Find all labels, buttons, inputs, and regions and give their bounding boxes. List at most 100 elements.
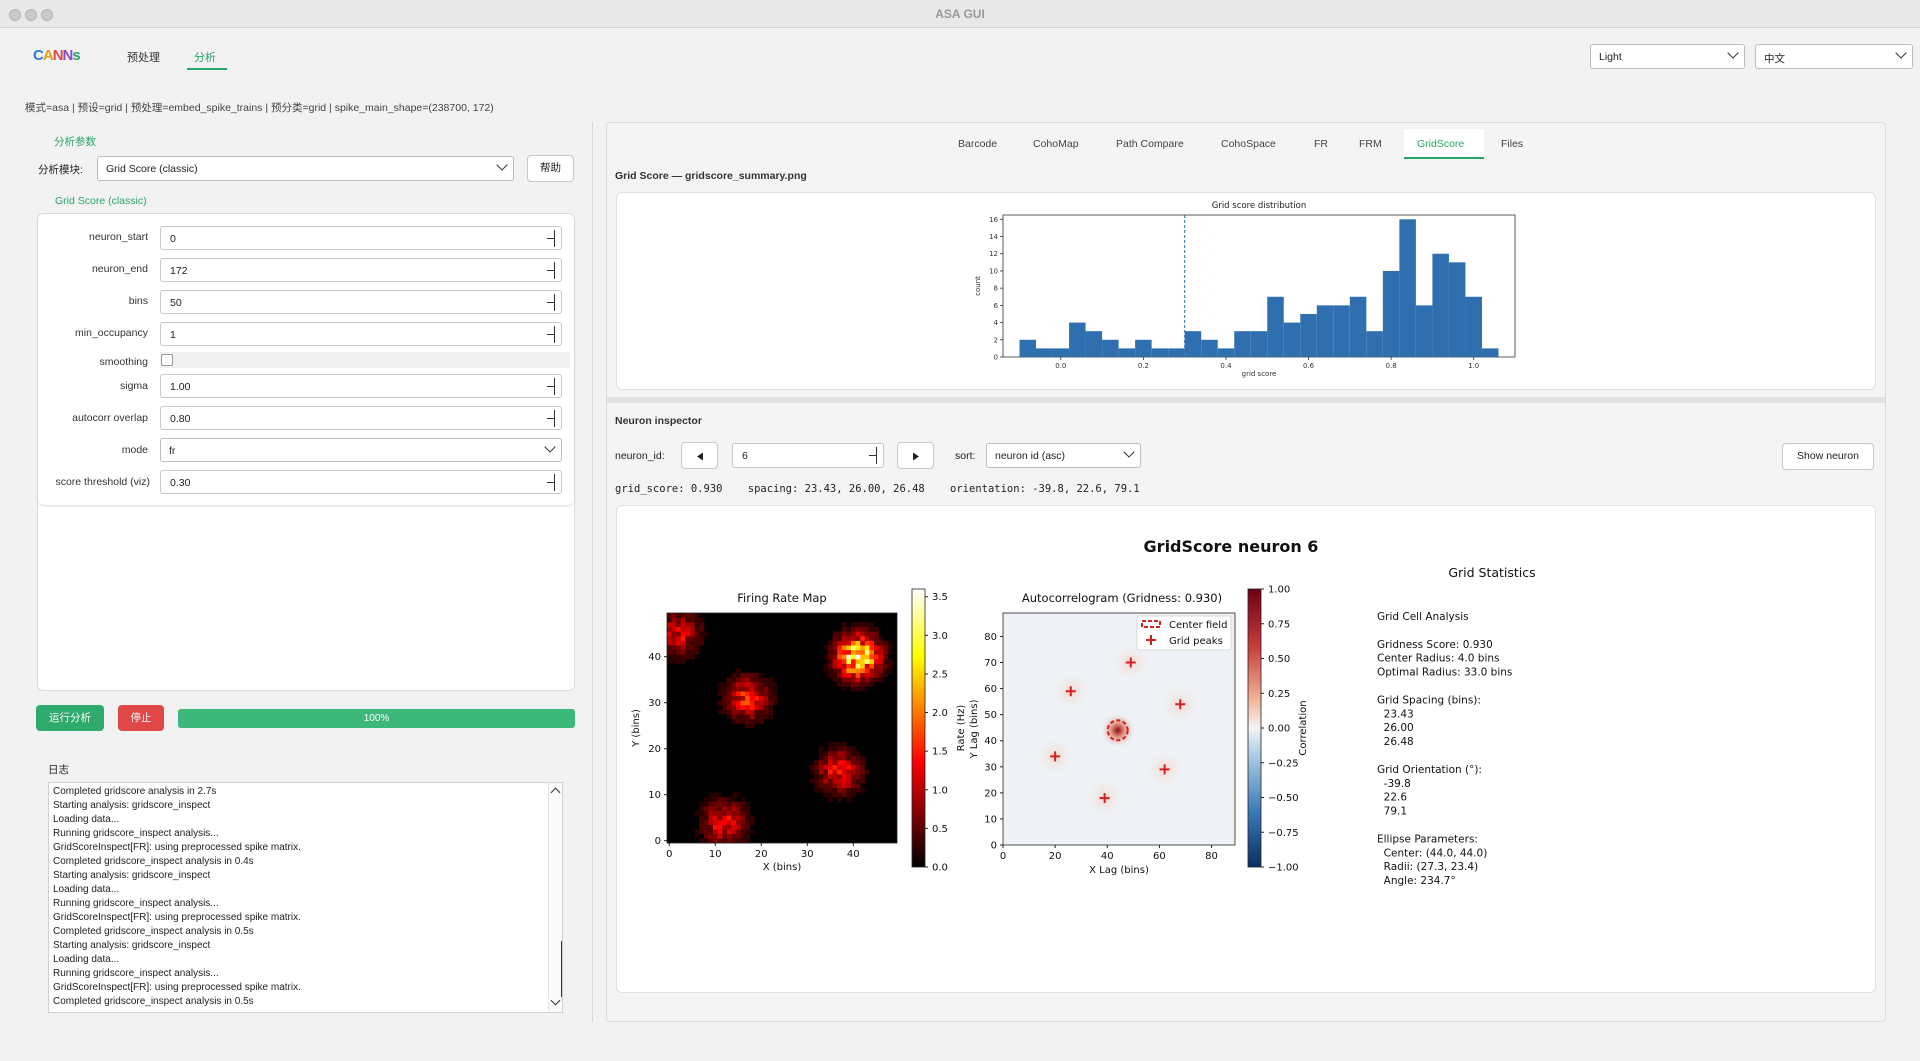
ratemap-cell xyxy=(740,815,746,821)
ratemap-cell xyxy=(713,824,718,830)
ratemap-cell xyxy=(694,636,700,641)
sigma-input[interactable]: 1.00 xyxy=(160,374,562,398)
tab-files[interactable]: Files xyxy=(1501,138,1524,150)
cbar-tick-label: 2.5 xyxy=(932,669,948,680)
language-select[interactable]: 中文 xyxy=(1755,44,1913,69)
ratemap-cell xyxy=(680,617,686,623)
ratemap-cell xyxy=(726,801,732,807)
ratemap-cell xyxy=(869,672,875,678)
tab-gridscore[interactable]: GridScore xyxy=(1417,138,1465,150)
prev-neuron-button[interactable] xyxy=(681,442,718,469)
ratemap-cell xyxy=(823,760,829,766)
ratemap-cell xyxy=(855,764,861,770)
log-line: GridScoreInspect[FR]: using preprocessed… xyxy=(53,842,301,853)
spin-arrows-icon[interactable] xyxy=(547,326,555,343)
ratemap-cell xyxy=(740,672,746,678)
nav-tab-preprocess[interactable]: 预处理 xyxy=(127,52,160,64)
ratemap-cell xyxy=(731,718,737,724)
theme-select[interactable]: Light xyxy=(1590,44,1745,69)
neuron-start-input[interactable]: 0 xyxy=(160,226,562,250)
show-neuron-button[interactable]: Show neuron xyxy=(1782,443,1874,470)
log-scrollbar[interactable] xyxy=(548,783,563,1012)
x-tick-label: 0 xyxy=(1000,851,1006,862)
ratemap-cell xyxy=(841,769,847,775)
ratemap-cell xyxy=(837,654,843,660)
bins-value: 50 xyxy=(170,297,182,309)
scroll-up-icon[interactable] xyxy=(550,787,561,798)
ratemap-cell xyxy=(671,622,677,628)
ratemap-cell xyxy=(763,695,769,701)
ratemap-cell xyxy=(855,626,861,632)
tab-barcode[interactable]: Barcode xyxy=(958,138,998,150)
help-button[interactable]: 帮助 xyxy=(527,155,574,182)
chevron-down-icon xyxy=(1896,49,1906,59)
correlation-cbar-label: Correlation xyxy=(1298,700,1309,755)
splitter[interactable] xyxy=(592,122,593,1022)
next-neuron-button[interactable] xyxy=(897,442,934,469)
hist-bar xyxy=(1448,262,1466,357)
spin-arrows-icon[interactable] xyxy=(869,447,877,464)
ratemap-cell xyxy=(851,787,856,793)
log-panel[interactable]: Completed gridscore analysis in 2.7s Star… xyxy=(48,782,563,1013)
ratemap-cell xyxy=(759,686,764,692)
ratemap-cell xyxy=(726,806,732,812)
score-threshold-input[interactable]: 0.30 xyxy=(160,470,562,494)
ratemap-cell xyxy=(864,769,870,775)
tab-cohospace[interactable]: CohoSpace xyxy=(1221,138,1276,150)
ratemap-cell xyxy=(828,672,833,678)
tab-fr[interactable]: FR xyxy=(1314,138,1328,150)
smoothing-checkbox[interactable] xyxy=(161,354,173,366)
tab-path-compare[interactable]: Path Compare xyxy=(1116,138,1184,150)
tab-frm[interactable]: FRM xyxy=(1359,138,1382,150)
spin-arrows-icon[interactable] xyxy=(547,378,555,395)
spin-arrows-icon[interactable] xyxy=(547,230,555,247)
ratemap-cell xyxy=(874,663,879,669)
ratemap-cell xyxy=(846,668,852,674)
ratemap-cell xyxy=(860,649,866,655)
smoothing-label: smoothing xyxy=(99,356,148,368)
mode-select[interactable]: fr xyxy=(160,438,562,462)
close-window-icon[interactable] xyxy=(9,9,21,21)
ratemap-cell xyxy=(855,682,861,687)
ratemap-cell xyxy=(768,700,774,706)
maximize-window-icon[interactable] xyxy=(41,9,53,21)
x-tick-label: 0.0 xyxy=(1055,362,1066,370)
section-divider[interactable] xyxy=(607,397,1885,403)
log-lines: Completed gridscore analysis in 2.7s Star… xyxy=(49,783,562,1011)
hist-bar xyxy=(1283,322,1301,357)
ratemap-cell xyxy=(828,787,833,793)
min-occupancy-input[interactable]: 1 xyxy=(160,322,562,346)
ratemap-cell xyxy=(814,760,820,766)
ratemap-cell xyxy=(708,792,714,798)
ratemap-cell xyxy=(841,622,847,628)
run-analysis-button[interactable]: 运行分析 xyxy=(36,705,104,731)
ratemap-cell xyxy=(860,654,866,660)
ratemap-cell xyxy=(828,649,833,655)
scroll-down-icon[interactable] xyxy=(550,995,561,1006)
scroll-thumb[interactable] xyxy=(561,941,563,997)
histogram-title: Grid score distribution xyxy=(1212,201,1307,211)
nav-tab-analysis[interactable]: 分析 xyxy=(194,52,216,64)
ratemap-cell xyxy=(837,778,843,784)
stop-button[interactable]: 停止 xyxy=(118,705,164,731)
tab-cohomap[interactable]: CohoMap xyxy=(1033,138,1079,150)
module-select[interactable]: Grid Score (classic) xyxy=(97,156,514,181)
ratemap-cell xyxy=(841,663,847,669)
spin-arrows-icon[interactable] xyxy=(547,294,555,311)
spin-arrows-icon[interactable] xyxy=(547,410,555,427)
spin-arrows-icon[interactable] xyxy=(547,474,555,491)
ratemap-cell xyxy=(818,764,824,770)
autocorr-overlap-input[interactable]: 0.80 xyxy=(160,406,562,430)
sort-select[interactable]: neuron id (asc) xyxy=(986,443,1141,468)
spin-arrows-icon[interactable] xyxy=(547,262,555,279)
ratemap-cell xyxy=(869,626,875,632)
grid-statistics-line: 26.00 xyxy=(1377,722,1414,734)
y-tick-label: 8 xyxy=(994,285,998,293)
hist-bar xyxy=(1184,331,1202,357)
neuron-id-input[interactable]: 6 xyxy=(732,443,884,468)
bins-input[interactable]: 50 xyxy=(160,290,562,314)
ratemap-cell xyxy=(869,649,875,655)
minimize-window-icon[interactable] xyxy=(25,9,37,21)
ratemap-cell xyxy=(860,778,866,784)
neuron-end-input[interactable]: 172 xyxy=(160,258,562,282)
